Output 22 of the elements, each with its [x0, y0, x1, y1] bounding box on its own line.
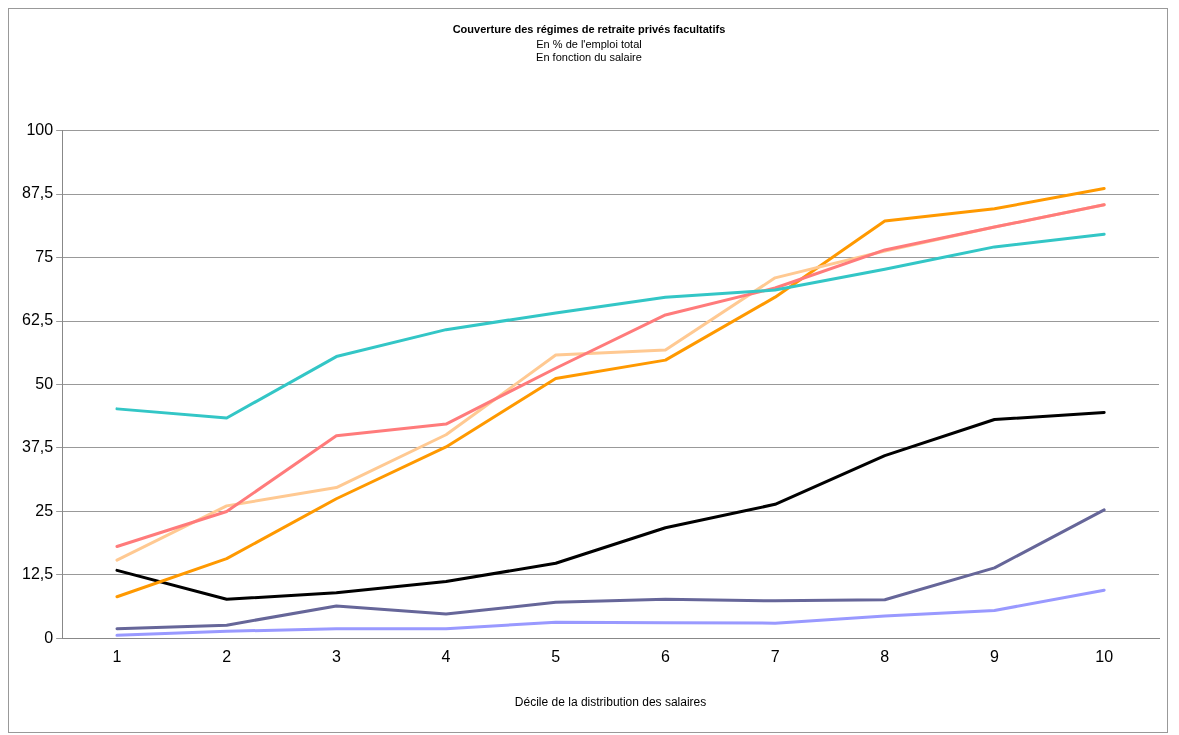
y-tick-label: 37,5 [22, 438, 54, 456]
x-tick-label: 2 [222, 648, 232, 666]
x-tick-label: 3 [331, 648, 341, 666]
chart-subtitle: En % de l'emploi total En fonction du salaire [536, 37, 642, 64]
x-tick-label: 5 [551, 648, 561, 666]
chart-title: Couverture des régimes de retraite privés facultatifs [452, 22, 726, 35]
x-tick-label: 6 [660, 648, 670, 666]
y-tick-label: 75 [35, 247, 54, 265]
x-tick-label: 1 [112, 648, 122, 666]
x-tick-label: 10 [1095, 648, 1114, 666]
y-tick-label: 0 [44, 628, 54, 646]
x-tick-label: 7 [770, 648, 780, 666]
y-tick-label: 12,5 [22, 565, 54, 583]
x-axis-title: Décile de la distribution des salaires [514, 695, 707, 710]
y-tick-label: 25 [35, 501, 54, 519]
y-tick-label: 87,5 [22, 184, 54, 202]
y-tick-label: 62,5 [22, 311, 54, 329]
x-tick-label: 9 [990, 648, 1000, 666]
x-tick-label: 4 [441, 648, 451, 666]
y-tick-label: 50 [35, 374, 54, 392]
x-tick-label: 8 [880, 648, 890, 666]
y-tick-label: 100 [26, 121, 54, 139]
